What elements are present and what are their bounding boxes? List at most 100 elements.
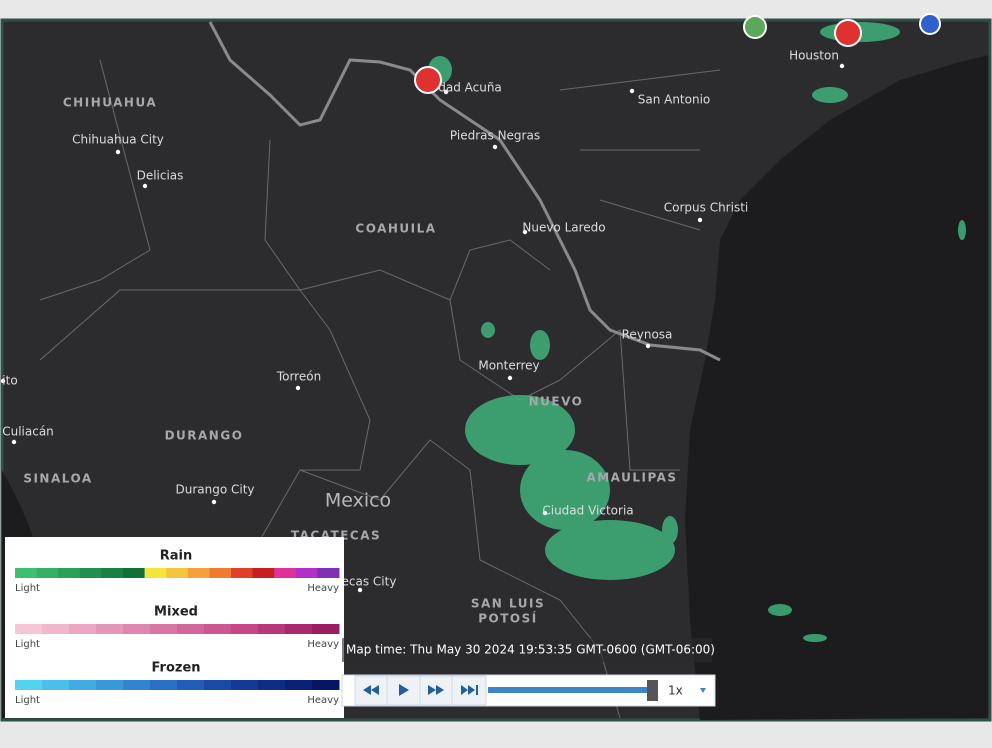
- legend-swatch: [42, 624, 70, 634]
- rewind-icon: [363, 685, 379, 695]
- end-icon: [461, 685, 478, 695]
- city-label: Durango City: [175, 483, 254, 497]
- forward-icon: [428, 685, 444, 695]
- legend-swatch: [96, 680, 124, 690]
- legend-swatch: [285, 680, 313, 690]
- country-label: Mexico: [325, 490, 391, 512]
- legend-swatch: [285, 624, 313, 634]
- city-label: Piedras Negras: [450, 129, 540, 143]
- legend-swatch: [231, 624, 259, 634]
- legend-swatch: [187, 568, 210, 578]
- echo: [812, 87, 848, 103]
- legend-swatch: [42, 680, 70, 690]
- legend-low: Light: [15, 639, 40, 650]
- alert-icon[interactable]: [414, 66, 442, 94]
- region-label: CHIHUAHUA: [63, 96, 157, 110]
- legend-swatch: [312, 680, 340, 690]
- city-label: Ciudad Victoria: [542, 504, 633, 518]
- legend-swatch: [96, 624, 124, 634]
- city-label: Torreón: [276, 370, 321, 384]
- legend-swatch: [69, 680, 97, 690]
- city-dot: [697, 217, 703, 223]
- legend-swatch: [15, 624, 43, 634]
- legend-swatch: [79, 568, 102, 578]
- border: [559, 69, 721, 231]
- city-label: dad Acuña: [438, 81, 502, 95]
- legend-swatch: [15, 680, 43, 690]
- legend-swatch: [150, 624, 178, 634]
- speed-select[interactable]: 1x: [668, 684, 683, 698]
- legend-swatch: [209, 568, 232, 578]
- border: [449, 299, 680, 471]
- echo: [530, 330, 550, 360]
- city-label: Delicias: [137, 169, 184, 183]
- city-dot: [542, 510, 548, 516]
- legend-swatch: [231, 680, 259, 690]
- legend: Rain Light Heavy Mixed Light Heavy Frozen Light…: [15, 549, 340, 706]
- region-label: AMAULIPAS: [586, 471, 677, 485]
- legend-high: Heavy: [307, 639, 339, 650]
- echo: [662, 516, 678, 544]
- city-dot: [295, 385, 301, 391]
- city-dot: [492, 144, 498, 150]
- city-dot: [357, 587, 363, 593]
- legend-title: Frozen: [151, 661, 200, 676]
- country-border: [208, 21, 721, 362]
- echo: [481, 322, 495, 338]
- legend-swatch: [177, 680, 205, 690]
- region-label: SAN LUIS: [471, 597, 545, 611]
- map-time: Map time: Thu May 30 2024 19:53:35 GMT-0…: [346, 643, 715, 657]
- city-dot: [522, 229, 528, 235]
- city-label: Corpus Christi: [664, 201, 749, 215]
- city-label: Reynosa: [622, 328, 673, 342]
- border: [39, 59, 151, 301]
- time-bar: [342, 638, 712, 662]
- legend-high: Heavy: [307, 583, 339, 594]
- legend-swatch: [204, 624, 232, 634]
- legend-swatch: [312, 624, 340, 634]
- city-label: Chihuahua City: [72, 133, 164, 147]
- city-dot: [839, 63, 845, 69]
- alert-icon[interactable]: [743, 15, 767, 39]
- legend-swatch: [123, 568, 146, 578]
- echo: [520, 450, 610, 530]
- dropdown-arrow[interactable]: [700, 688, 706, 693]
- echo: [768, 604, 792, 616]
- city-label: San Antonio: [638, 93, 711, 107]
- slider-handle[interactable]: [647, 680, 658, 701]
- legend-swatch: [177, 624, 205, 634]
- state-borders: [39, 59, 721, 719]
- border: [264, 139, 551, 301]
- play-icon: [399, 684, 409, 696]
- echo: [958, 220, 966, 240]
- region-label: POTOSÍ: [478, 611, 538, 626]
- region-label: COAHUILA: [355, 222, 436, 236]
- alert-icon[interactable]: [919, 13, 941, 35]
- city-dot: [211, 499, 217, 505]
- legend-swatch: [231, 568, 254, 578]
- region-label: NUEVO: [529, 395, 584, 409]
- city-label: ecas City: [342, 575, 397, 589]
- legend-swatch: [15, 568, 38, 578]
- city-dot: [507, 375, 513, 381]
- city-label: Monterrey: [478, 359, 539, 373]
- city-dot: [443, 89, 449, 95]
- timeline-slider[interactable]: [488, 687, 654, 693]
- region-label: DURANGO: [165, 429, 244, 443]
- city-label: Houston: [789, 49, 839, 63]
- map-labels: CHIHUAHUA COAHUILA DURANGO SINALOA NUEVO AMAU…: [0, 49, 845, 626]
- legend-swatch: [252, 568, 275, 578]
- legend-low: Light: [15, 583, 40, 594]
- echo: [545, 520, 675, 580]
- legend-swatch: [295, 568, 318, 578]
- legend-swatch: [258, 680, 286, 690]
- city-dot: [629, 88, 635, 94]
- legend-swatch: [36, 568, 59, 578]
- city-label: Culiacán: [2, 425, 54, 439]
- legend-swatch: [204, 680, 232, 690]
- legend-swatch: [258, 624, 286, 634]
- legend-swatch: [166, 568, 189, 578]
- alert-icon[interactable]: [834, 19, 862, 47]
- region-label: SINALOA: [23, 472, 92, 486]
